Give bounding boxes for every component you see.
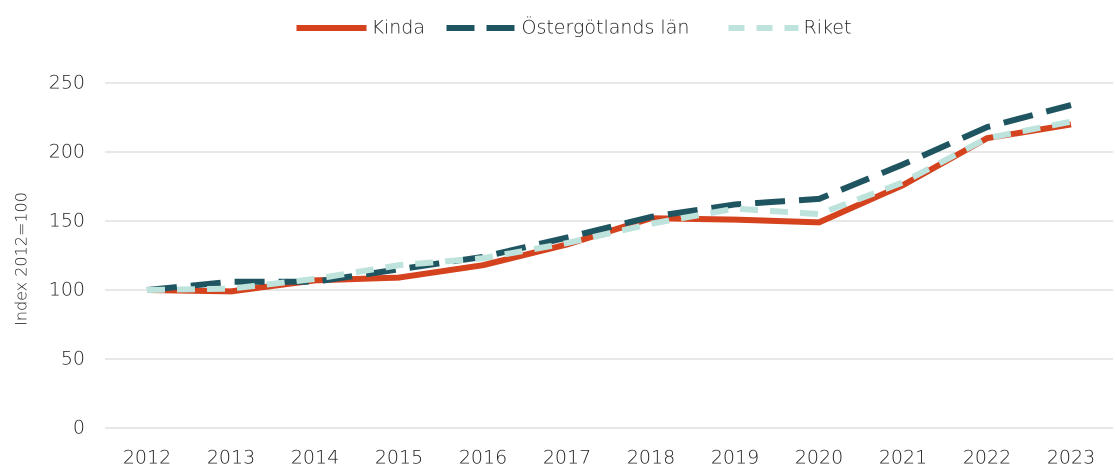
x-tick-label: 2013 xyxy=(207,447,255,468)
y-tick-label: 250 xyxy=(49,72,85,94)
y-tick-label: 50 xyxy=(61,348,85,370)
x-tick-label: 2015 xyxy=(375,447,423,468)
series-line xyxy=(146,118,1072,293)
x-tick-label: 2017 xyxy=(543,447,591,468)
x-tick-label: 2020 xyxy=(795,447,843,468)
legend-label: Kinda xyxy=(372,17,425,39)
x-tick-label: 2022 xyxy=(963,447,1011,468)
y-axis-title: Index 2012=100 xyxy=(12,192,31,326)
y-tick-label: 150 xyxy=(49,210,85,232)
y-tick-label: 200 xyxy=(49,141,85,163)
x-tick-label: 2019 xyxy=(711,447,759,468)
x-tick-label: 2023 xyxy=(1047,447,1095,468)
x-tick-label: 2016 xyxy=(459,447,507,468)
legend-label: Riket xyxy=(804,17,852,39)
x-tick-label: 2012 xyxy=(123,447,171,468)
y-tick-label: 100 xyxy=(49,279,85,301)
x-tick-label: 2014 xyxy=(291,447,339,468)
series-line xyxy=(146,102,1072,293)
x-tick-label: 2021 xyxy=(879,447,927,468)
x-tick-label: 2018 xyxy=(627,447,675,468)
legend-label: Östergötlands län xyxy=(522,16,690,39)
y-tick-label: 0 xyxy=(73,417,85,439)
